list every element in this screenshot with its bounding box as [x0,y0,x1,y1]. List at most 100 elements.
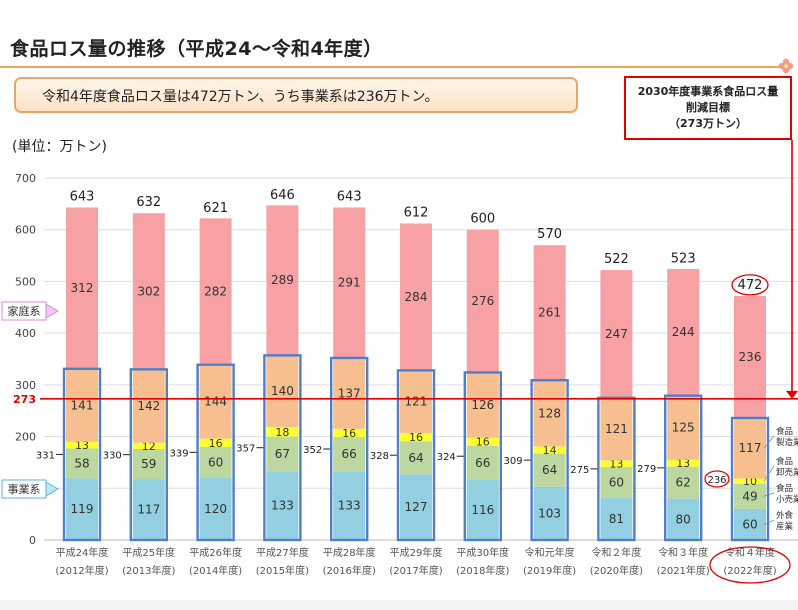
total-label: 472 [738,278,763,293]
total-label: 612 [404,206,429,221]
sector-label: 卸売業 [776,467,798,478]
y-tick-label: 300 [15,379,36,392]
business-outline-box [530,379,569,542]
business-label: 事業系 [8,483,41,496]
data-label: 13 [75,439,89,452]
business-total-label: 357 [236,444,255,455]
bar-segment-wholesale [667,459,700,467]
x-tick-label: (2016年度) [323,564,376,577]
bar-segment-household [533,245,566,381]
data-label: 144 [204,394,227,408]
reduction-target-box: 2030年度事業系食品ロス量 削減目標 （273万トン） [624,76,792,140]
data-label: 60 [208,455,223,469]
bar-segment-household [132,213,165,370]
target-box-line3: （273万トン） [669,117,747,130]
bar-segment-household [400,223,432,371]
bar-segment-wholesale [466,437,499,446]
data-label: 261 [538,306,561,320]
data-label: 302 [137,284,160,298]
bar-segment-retail [600,467,633,499]
data-label: 140 [271,384,294,398]
data-label: 133 [338,499,361,513]
total-highlight-circle [731,274,769,296]
data-label: 16 [342,427,356,440]
bar-segment-retail [466,445,499,481]
business-total-label: 309 [504,456,523,467]
bar-segment-manufacturing [400,370,432,433]
bar-segment-food_service [66,478,98,540]
business-outline-box [597,396,636,542]
bar-segment-wholesale [333,428,366,438]
data-label: 64 [408,451,423,465]
bar-segment-retail [533,453,566,487]
bar-segment-wholesale [266,427,299,437]
sector-label: 食品 [776,483,793,494]
data-label: 312 [71,281,94,295]
bar-segment-household [466,229,499,373]
x-tick-label: 平成25年度 [122,546,175,559]
sector-label: 食品 [776,426,793,437]
x-tick-label: (2017年度) [389,564,442,577]
bar-segment-retail [132,448,165,480]
data-label: 67 [275,447,290,461]
y-tick-label: 600 [15,224,36,237]
bar-segment-manufacturing [600,397,633,461]
data-label: 18 [275,426,289,439]
x-tick-label: 令和３年度 [658,546,708,559]
sector-label: 産業 [776,521,794,532]
data-label: 291 [338,276,361,290]
bar-segment-food_service [734,508,766,540]
bar-segment-food_service [333,471,366,540]
x-tick-label: 平成24年度 [56,546,109,559]
business-total-label: 275 [570,465,589,476]
target-line-label: 273 [13,393,36,406]
data-label: 236 [739,350,762,364]
sector-label: 小売業 [776,494,798,505]
bar-segment-food_service [199,477,232,540]
household-label-pointer [45,303,59,319]
bar-segment-food_service [266,471,299,540]
bar-segment-manufacturing [266,354,299,428]
bar-segment-wholesale [734,478,766,484]
business-outline-box [730,416,770,542]
x-tick-label: 平成27年度 [256,546,309,559]
x-tick-label: (2020年度) [590,564,643,577]
business-outline-box [463,371,502,542]
data-label: 81 [609,512,624,526]
target-box-line2: 削減目標 [686,101,730,114]
data-label: 16 [476,436,490,449]
data-label: 137 [338,386,361,400]
data-label: 103 [538,506,561,520]
total-label: 643 [70,189,95,204]
business-outline-box [664,394,703,542]
data-label: 116 [471,503,494,517]
bar-segment-retail [199,446,232,478]
business-total-label: 324 [437,452,456,463]
data-label: 141 [71,398,94,412]
data-label: 62 [676,476,691,490]
data-label: 142 [137,399,160,413]
data-label: 121 [405,395,428,409]
x-tick-label: 平成29年度 [390,546,443,559]
bar-segment-household [266,205,299,355]
data-label: 117 [137,503,160,517]
total-label: 600 [470,212,495,227]
x-tick-label: (2013年度) [122,564,175,577]
bar-segment-wholesale [533,446,566,454]
household-label: 家庭系 [8,304,41,318]
bar-segment-wholesale [600,460,633,468]
bar-segment-household [667,269,700,396]
business-total-label: 339 [170,448,189,459]
data-label: 49 [742,489,757,503]
data-label: 64 [542,463,557,477]
data-label: 125 [672,421,695,435]
bar-segment-food_service [132,479,165,540]
business-total-label: 279 [637,464,656,475]
data-label: 127 [405,500,428,514]
y-tick-label: 700 [15,172,36,185]
total-label: 570 [537,227,562,242]
total-label: 646 [270,188,295,203]
bar-segment-household [600,270,633,398]
business-label-pointer [45,481,59,497]
